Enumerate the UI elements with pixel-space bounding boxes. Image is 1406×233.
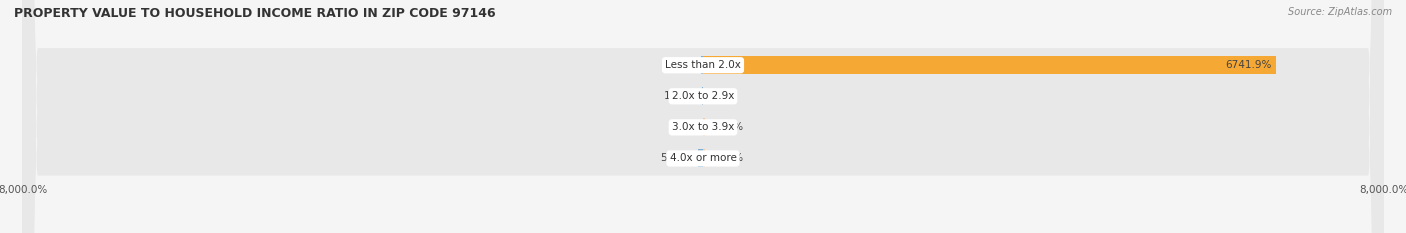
FancyBboxPatch shape (22, 0, 1384, 233)
FancyBboxPatch shape (22, 0, 1384, 233)
Bar (703, 56, 1277, 74)
Text: 4.0x or more: 4.0x or more (669, 154, 737, 163)
Text: 12.1%: 12.1% (664, 91, 697, 101)
Text: PROPERTY VALUE TO HOUSEHOLD INCOME RATIO IN ZIP CODE 97146: PROPERTY VALUE TO HOUSEHOLD INCOME RATIO… (14, 7, 496, 20)
Text: 21.9%: 21.9% (710, 122, 744, 132)
FancyBboxPatch shape (22, 0, 1384, 233)
Text: Source: ZipAtlas.com: Source: ZipAtlas.com (1288, 7, 1392, 17)
Text: 6741.9%: 6741.9% (1225, 60, 1271, 70)
Bar (703, 118, 704, 136)
Text: 4.4%: 4.4% (709, 91, 735, 101)
Text: 4.3%: 4.3% (671, 122, 697, 132)
Bar (700, 56, 703, 74)
Text: 3.0x to 3.9x: 3.0x to 3.9x (672, 122, 734, 132)
FancyBboxPatch shape (22, 0, 1384, 233)
Text: Less than 2.0x: Less than 2.0x (665, 60, 741, 70)
Text: 25.2%: 25.2% (662, 60, 696, 70)
Bar (703, 149, 704, 168)
Text: 2.0x to 2.9x: 2.0x to 2.9x (672, 91, 734, 101)
Text: 23.8%: 23.8% (710, 154, 744, 163)
Bar (699, 149, 703, 168)
Text: 54.2%: 54.2% (661, 154, 693, 163)
